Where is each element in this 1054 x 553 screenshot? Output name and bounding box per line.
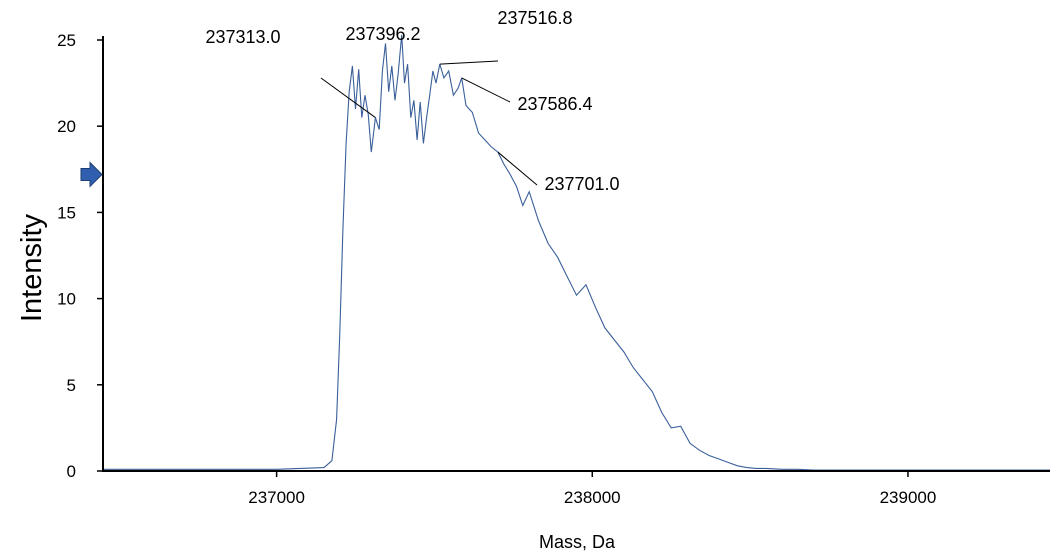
y-tick-label: 20 (57, 117, 76, 136)
y-tick-label: 25 (57, 31, 76, 50)
spectrum-series-line (103, 34, 1050, 471)
peak-leader-line (320, 77, 376, 118)
x-tick-label: 239000 (880, 488, 937, 507)
x-axis-label: Mass, Da (539, 532, 616, 552)
peak-leader-line (497, 151, 538, 186)
y-axis-label: Intensity (16, 214, 48, 322)
plot-area (103, 34, 1050, 471)
y-tick-label: 10 (57, 290, 76, 309)
y-tick-label: 15 (57, 203, 76, 222)
y-tick-label: 0 (67, 462, 76, 481)
peak-label: 237396.2 (345, 24, 420, 44)
peak-leader-line (439, 60, 499, 65)
peak-leader-line (461, 77, 511, 103)
y-tick-label: 5 (67, 376, 76, 395)
y-ticks: 0 5 10 15 20 25 (57, 31, 103, 481)
axes (102, 36, 1050, 472)
peak-label: 237586.4 (517, 94, 592, 114)
peak-label: 237701.0 (544, 174, 619, 194)
x-ticks: 237000 238000 239000 (248, 471, 936, 507)
x-tick-label: 238000 (564, 488, 621, 507)
peak-annotations: 237313.0 237396.2 237516.8 237586.4 237701.0 (205, 8, 619, 194)
x-tick-label: 237000 (248, 488, 305, 507)
peak-label: 237516.8 (497, 8, 572, 28)
arrow-marker-icon (80, 161, 103, 188)
peak-label: 237313.0 (205, 27, 280, 47)
